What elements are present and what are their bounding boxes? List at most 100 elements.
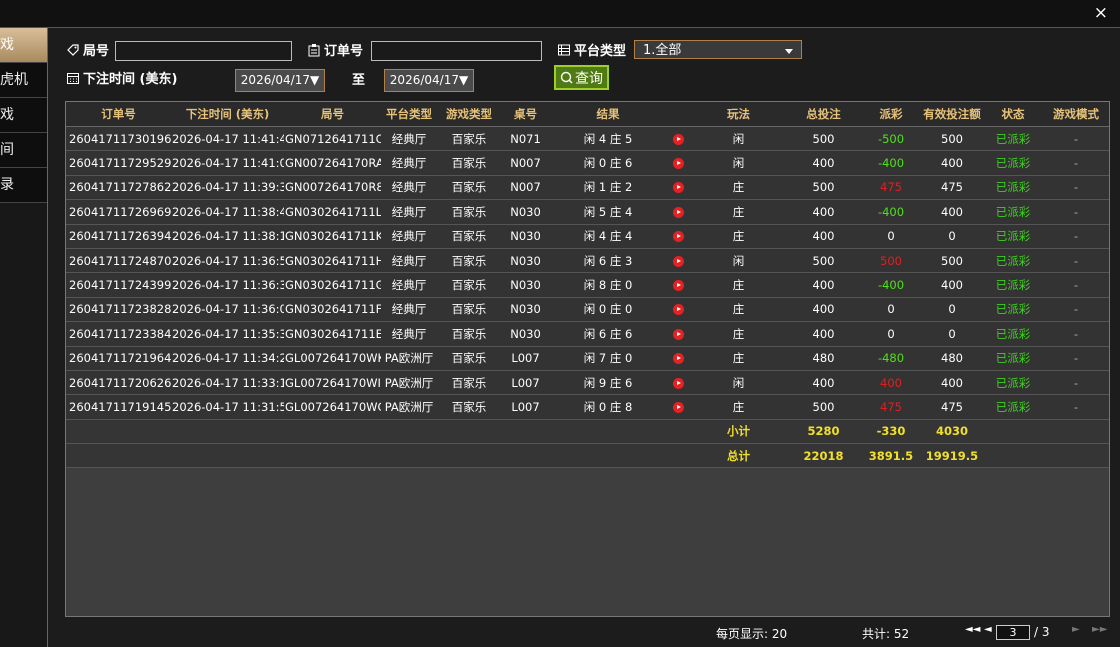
play-icon[interactable] (673, 377, 684, 389)
table-cell: - (1043, 297, 1109, 323)
table-panel: 订单号 下注时间 (美东) 局号 平台类型 游戏类型 桌号 结果 玩法 总投注 派彩 有效投注额 状态… (65, 101, 1110, 617)
play-icon[interactable] (673, 304, 684, 316)
table-cell: 已派彩 (983, 248, 1043, 274)
video-cell (666, 175, 691, 201)
table-cell: 500 (921, 248, 983, 274)
orders-table: 订单号 下注时间 (美东) 局号 平台类型 游戏类型 桌号 结果 玩法 总投注 派彩 有效投注额 状态… (66, 102, 1109, 469)
table-cell: 已派彩 (983, 370, 1043, 396)
table-cell: 500 (786, 126, 861, 152)
table-cell: 经典厅 (381, 297, 437, 323)
table-cell: 闲 (691, 126, 786, 152)
table-cell: 经典厅 (381, 272, 437, 298)
table-cell: 400 (786, 199, 861, 225)
table-cell: 500 (786, 175, 861, 201)
table-cell: GN007264170R8 (284, 175, 381, 201)
play-icon[interactable] (673, 206, 684, 218)
table-cell: -480 (861, 346, 921, 371)
table-cell: 闲 1 庄 2 (550, 175, 666, 201)
first-page[interactable]: ◄◄ (965, 624, 981, 635)
column-header: 结果 (550, 102, 666, 127)
prev-page[interactable]: ◄ (984, 624, 992, 635)
table-cell: 百家乐 (437, 224, 501, 249)
table-cell: PA欧洲厅 (381, 346, 437, 371)
sidebar-item[interactable]: 虎机 (0, 63, 47, 98)
table-cell: N007 (501, 150, 550, 176)
table-cell: 2026-04-17 11:36:59 (171, 248, 284, 274)
table-cell: - (1043, 346, 1109, 371)
table-cell: 百家乐 (437, 321, 501, 347)
table-cell: GN0302641711H (284, 248, 381, 274)
table-cell: 500 (921, 126, 983, 152)
page-input[interactable]: 3 (996, 625, 1030, 640)
play-icon[interactable] (673, 401, 684, 413)
table-cell: 经典厅 (381, 224, 437, 249)
summary-spacer (983, 443, 1109, 469)
video-cell (666, 224, 691, 249)
table-cell: N030 (501, 272, 550, 298)
platform-select[interactable]: 1.全部 (634, 40, 802, 59)
table-cell: N030 (501, 321, 550, 347)
sidebar-item[interactable]: 戏 (0, 28, 47, 63)
sidebar-item[interactable]: 间 (0, 133, 47, 168)
table-cell: 经典厅 (381, 126, 437, 152)
table-cell: PA欧洲厅 (381, 370, 437, 396)
table-cell: 2026-04-17 11:33:16 (171, 370, 284, 396)
table-row: 260417117243991 2026-04-17 11:36:33 GN0302… (66, 272, 1109, 298)
close-button[interactable]: × (1093, 3, 1108, 23)
table-cell: 已派彩 (983, 272, 1043, 298)
table-row: 260417117219642 2026-04-17 11:34:22 GL0072… (66, 346, 1109, 371)
table-cell: N007 (501, 175, 550, 201)
table-cell: 闲 0 庄 0 (550, 297, 666, 323)
table-cell: 已派彩 (983, 199, 1043, 225)
table-cell: GN0302641711G (284, 272, 381, 298)
table-cell: 百家乐 (437, 248, 501, 274)
summary-spacer (66, 443, 691, 469)
table-cell: 475 (861, 175, 921, 201)
round-input[interactable] (115, 41, 292, 61)
table-cell: 闲 7 庄 0 (550, 346, 666, 371)
table-cell: 400 (786, 370, 861, 396)
sidebar-item[interactable]: 戏 (0, 98, 47, 133)
table-cell: 260417117219642 (66, 346, 171, 371)
table-cell: 400 (786, 224, 861, 249)
table-cell: 2026-04-17 11:36:02 (171, 297, 284, 323)
table-cell: 2026-04-17 11:35:39 (171, 321, 284, 347)
play-icon[interactable] (673, 133, 684, 145)
play-icon[interactable] (673, 353, 684, 365)
video-cell (666, 126, 691, 152)
date-from[interactable]: 2026/04/17▼ (235, 69, 325, 92)
table-cell: 百家乐 (437, 346, 501, 371)
table-cell: 闲 (691, 370, 786, 396)
table-cell: PA欧洲厅 (381, 394, 437, 420)
order-label-wrap: 订单号 (307, 40, 363, 59)
order-input[interactable] (371, 41, 542, 61)
video-cell (666, 248, 691, 274)
table-cell: N030 (501, 248, 550, 274)
date-to[interactable]: 2026/04/17▼ (384, 69, 474, 92)
play-icon[interactable] (673, 280, 684, 292)
play-icon[interactable] (673, 255, 684, 267)
table-cell: 闲 4 庄 4 (550, 224, 666, 249)
table-cell: 2026-04-17 11:31:57 (171, 394, 284, 420)
table-cell: 闲 (691, 150, 786, 176)
play-icon[interactable] (673, 328, 684, 340)
column-header: 有效投注额 (921, 102, 983, 127)
table-cell: 已派彩 (983, 297, 1043, 323)
column-header: 局号 (284, 102, 381, 127)
play-icon[interactable] (673, 158, 684, 170)
play-icon[interactable] (673, 231, 684, 243)
table-cell: - (1043, 394, 1109, 420)
table-cell: 0 (921, 224, 983, 249)
last-page[interactable]: ►► (1092, 624, 1108, 635)
table-row: 260417117269691 2026-04-17 11:38:48 GN0302… (66, 199, 1109, 225)
table-cell: 260417117243991 (66, 272, 171, 298)
table-cell: 500 (861, 248, 921, 274)
sidebar-item[interactable]: 录 (0, 168, 47, 203)
play-icon[interactable] (673, 182, 684, 194)
next-page[interactable]: ► (1072, 624, 1080, 635)
query-button[interactable]: 查询 (554, 65, 609, 90)
table-cell: 百家乐 (437, 370, 501, 396)
table-row: 260417117248704 2026-04-17 11:36:59 GN0302… (66, 248, 1109, 274)
table-row: 260417117206267 2026-04-17 11:33:16 GL0072… (66, 370, 1109, 396)
